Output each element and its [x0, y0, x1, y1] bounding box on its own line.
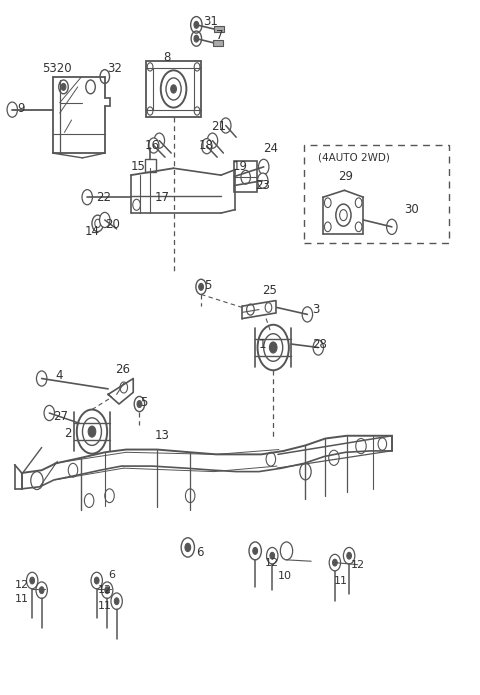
Text: 26: 26	[115, 363, 130, 376]
Text: 5: 5	[204, 279, 211, 292]
Circle shape	[39, 587, 44, 594]
Bar	[214, 40, 223, 46]
Text: 12: 12	[265, 557, 279, 568]
Text: 12: 12	[15, 580, 29, 590]
Text: 16: 16	[145, 139, 160, 152]
Text: 11: 11	[98, 601, 112, 611]
Circle shape	[220, 118, 231, 133]
Text: 5: 5	[141, 396, 148, 409]
Circle shape	[61, 83, 66, 90]
Text: 8: 8	[163, 51, 170, 65]
Circle shape	[148, 138, 159, 153]
Circle shape	[199, 284, 204, 291]
Circle shape	[202, 138, 212, 154]
Bar	[214, 26, 224, 32]
Text: 13: 13	[154, 430, 169, 442]
Circle shape	[44, 405, 55, 420]
Circle shape	[270, 553, 275, 559]
Text: 9: 9	[17, 101, 24, 115]
Text: 14: 14	[84, 225, 99, 238]
Circle shape	[30, 577, 35, 584]
Circle shape	[114, 598, 119, 605]
Circle shape	[194, 35, 199, 42]
Circle shape	[82, 190, 93, 205]
Text: (4AUTO 2WD): (4AUTO 2WD)	[318, 153, 390, 163]
Text: 4: 4	[55, 368, 62, 382]
Text: 21: 21	[211, 120, 226, 133]
Circle shape	[302, 306, 312, 322]
Text: 12: 12	[350, 559, 365, 570]
Text: 19: 19	[232, 161, 248, 173]
Circle shape	[99, 213, 110, 227]
Circle shape	[347, 553, 351, 559]
Circle shape	[258, 173, 268, 188]
Text: 6: 6	[108, 570, 115, 580]
Text: 12: 12	[98, 585, 112, 595]
Text: 6: 6	[196, 546, 204, 559]
Circle shape	[386, 219, 397, 234]
Text: 17: 17	[154, 190, 169, 204]
Text: 27: 27	[53, 410, 68, 423]
Bar	[146, 61, 201, 117]
Circle shape	[207, 133, 218, 148]
Circle shape	[194, 22, 199, 28]
Circle shape	[36, 371, 47, 386]
Bar	[234, 161, 257, 193]
Circle shape	[185, 543, 191, 552]
Circle shape	[253, 548, 258, 555]
Circle shape	[171, 85, 177, 93]
Text: 10: 10	[278, 571, 292, 582]
Text: 20: 20	[106, 218, 120, 231]
Text: 11: 11	[15, 594, 29, 604]
Text: 11: 11	[334, 575, 348, 585]
Bar	[304, 145, 449, 243]
Text: 15: 15	[131, 161, 145, 173]
Circle shape	[154, 133, 165, 148]
Circle shape	[269, 342, 277, 353]
Bar	[145, 159, 156, 172]
Text: 1: 1	[259, 338, 266, 350]
Text: 5320: 5320	[43, 62, 72, 75]
Text: 3: 3	[312, 303, 320, 316]
Circle shape	[88, 426, 96, 437]
Text: 32: 32	[107, 62, 122, 75]
Circle shape	[105, 587, 109, 594]
Circle shape	[137, 400, 142, 407]
Text: 31: 31	[203, 15, 218, 28]
Text: 24: 24	[264, 142, 278, 156]
Text: 25: 25	[262, 284, 277, 297]
Text: 23: 23	[255, 179, 270, 192]
Circle shape	[333, 559, 337, 566]
Text: 18: 18	[198, 139, 213, 152]
Text: 28: 28	[312, 338, 327, 350]
Circle shape	[259, 159, 269, 174]
Text: 22: 22	[96, 190, 111, 204]
Circle shape	[7, 102, 17, 117]
Text: 29: 29	[338, 170, 353, 183]
Circle shape	[95, 577, 99, 584]
Text: 7: 7	[216, 29, 224, 42]
Text: 30: 30	[404, 203, 419, 216]
Text: 2: 2	[64, 427, 72, 440]
Circle shape	[313, 340, 324, 355]
